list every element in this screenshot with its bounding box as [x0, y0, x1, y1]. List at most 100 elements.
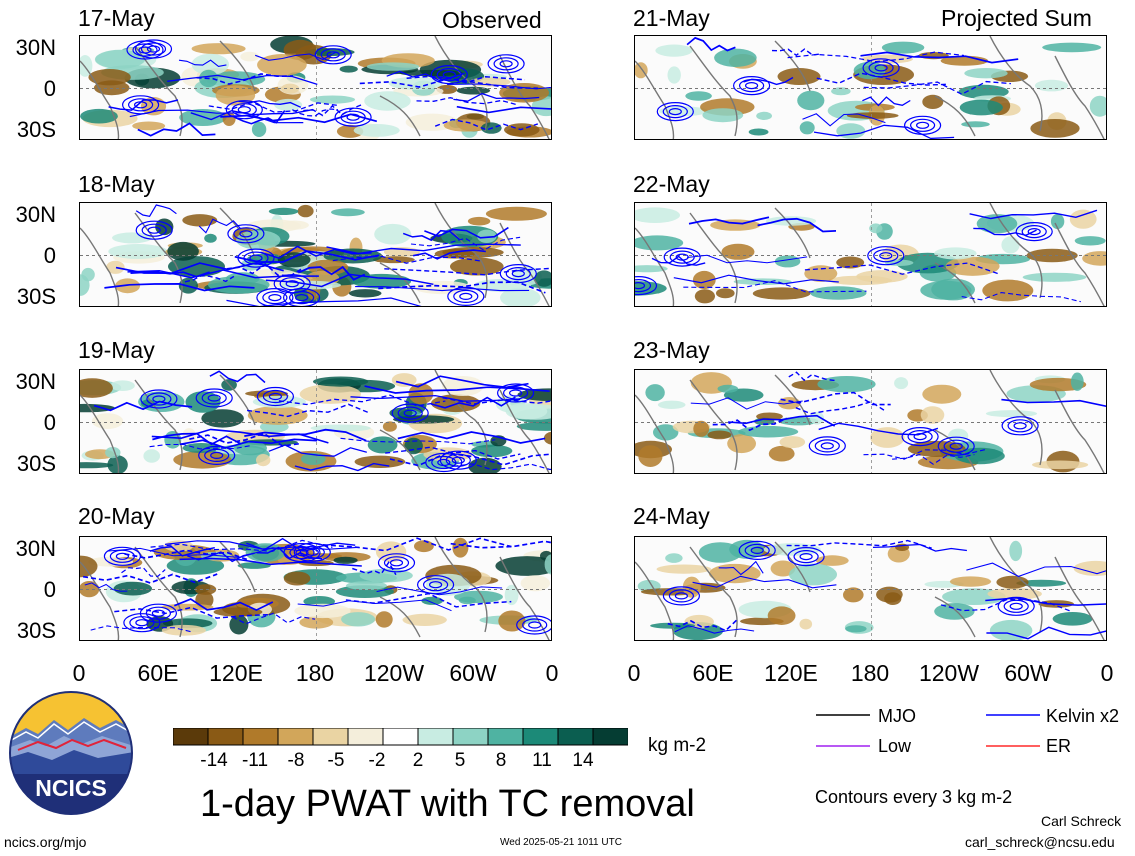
kelvin-contour	[687, 254, 808, 264]
coastline	[989, 537, 1043, 633]
pwat-anomaly-blob	[80, 274, 90, 296]
kelvin-contour	[173, 598, 274, 612]
kelvin-contour	[406, 75, 526, 84]
kelvin-contour	[124, 549, 249, 561]
pwat-anomaly-blob	[1082, 251, 1106, 266]
kelvin-contour-ring	[340, 110, 366, 124]
map-panel-18may	[79, 202, 552, 307]
coastline	[689, 546, 738, 638]
pwat-anomaly-blob	[987, 588, 1042, 600]
kelvin-contour	[786, 539, 932, 549]
kelvin-contour-ring	[285, 280, 299, 288]
kelvin-contour-ring	[268, 392, 282, 401]
kelvin-contour	[757, 217, 837, 233]
pwat-anomaly-blob	[237, 562, 271, 569]
kelvin-contour	[278, 394, 446, 407]
pwat-anomaly-blob	[348, 289, 382, 298]
kelvin-contour-ring	[383, 556, 410, 570]
kelvin-contour-ring	[121, 95, 160, 115]
coastline	[379, 95, 421, 137]
pwat-anomaly-blob	[836, 123, 866, 139]
kelvin-contour-ring	[509, 389, 523, 397]
kelvin-contour-ring	[505, 266, 531, 281]
kelvin-contour-ring	[799, 553, 813, 561]
kelvin-contour	[892, 454, 975, 465]
xtick-0: 0	[72, 660, 86, 686]
kelvin-contour-ring	[249, 254, 263, 262]
kelvin-contour-ring	[453, 289, 479, 304]
coastline	[134, 45, 183, 137]
pwat-anomaly-blob	[810, 411, 824, 425]
legend	[816, 706, 1116, 771]
kelvin-contour-ring	[334, 107, 372, 127]
pwat-anomaly-blob	[948, 428, 969, 444]
pwat-anomaly-blob	[268, 207, 299, 215]
panel-date-20may: 20-May	[78, 503, 155, 529]
pwat-anomaly-blob	[182, 214, 218, 227]
kelvin-contour	[985, 597, 1106, 606]
kelvin-contour	[651, 255, 706, 266]
map-panel-21may	[634, 35, 1107, 140]
pwat-anomaly-blob	[635, 207, 680, 223]
kelvin-contour-ring	[256, 288, 294, 306]
pwat-anomaly-blob	[373, 256, 415, 264]
kelvin-contour	[385, 446, 521, 460]
kelvin-contour-ring	[744, 543, 770, 557]
kelvin-contour-ring	[635, 279, 652, 293]
kelvin-contour-ring	[522, 618, 548, 632]
coastline	[989, 36, 1043, 132]
pwat-anomaly-blob	[655, 44, 693, 57]
pwat-anomaly-blob	[299, 384, 361, 404]
kelvin-contour	[151, 428, 329, 444]
kelvin-contour-ring	[293, 542, 331, 562]
coastline	[1054, 222, 1105, 306]
kelvin-contour	[402, 229, 460, 242]
coastline	[774, 207, 811, 259]
pwat-anomaly-blob	[1026, 248, 1078, 263]
kelvin-contour-ring	[283, 288, 321, 306]
coastline	[434, 36, 488, 132]
ytick-0: 0	[43, 410, 56, 435]
kelvin-contour	[456, 105, 551, 114]
pwat-anomaly-blob	[454, 590, 503, 604]
pwat-anomaly-blob	[516, 421, 551, 431]
pwat-anomaly-blob	[283, 571, 311, 586]
pwat-anomaly-blob	[195, 584, 217, 595]
kelvin-contour-ring	[146, 392, 172, 406]
kelvin-contour	[226, 297, 422, 306]
legend-label-low: Low	[878, 736, 912, 756]
kelvin-contour-ring	[299, 545, 325, 559]
kelvin-contour-ring	[210, 451, 224, 460]
kelvin-contour	[238, 100, 302, 108]
pwat-anomaly-blob	[229, 614, 249, 635]
kelvin-contour-ring	[910, 118, 936, 132]
kelvin-contour-ring	[431, 455, 457, 470]
kelvin-contour	[84, 582, 128, 592]
kelvin-contour-ring	[662, 104, 688, 119]
kelvin-contour-ring	[1003, 599, 1029, 613]
kelvin-contour	[434, 118, 539, 131]
kelvin-contour-ring	[295, 293, 309, 302]
kelvin-contour-ring	[437, 458, 451, 467]
pwat-anomaly-blob	[341, 612, 376, 627]
pwat-anomaly-blob	[450, 257, 504, 276]
kelvin-contour	[424, 226, 509, 239]
kelvin-contour	[718, 560, 764, 576]
pwat-anomaly-blob	[748, 128, 769, 136]
kelvin-contour-ring	[793, 550, 819, 564]
pwat-anomaly-blob	[80, 462, 114, 469]
kelvin-contour	[430, 396, 516, 409]
kelvin-contour-ring	[346, 113, 360, 121]
kelvin-contour-ring	[195, 388, 233, 408]
kelvin-contour-ring	[207, 394, 221, 402]
kelvin-contour-ring	[668, 589, 695, 603]
kelvin-contour	[82, 573, 218, 584]
kelvin-contour-ring	[669, 250, 695, 264]
pwat-anomaly-blob	[201, 409, 244, 428]
panel-date-18may: 18-May	[78, 171, 155, 197]
kelvin-contour-ring	[127, 98, 154, 112]
legend-label-kelvin: Kelvin x2	[1046, 706, 1120, 726]
xtick-180: 180	[850, 660, 890, 686]
kelvin-contour-ring	[115, 552, 130, 560]
pwat-anomaly-blob	[257, 54, 307, 76]
